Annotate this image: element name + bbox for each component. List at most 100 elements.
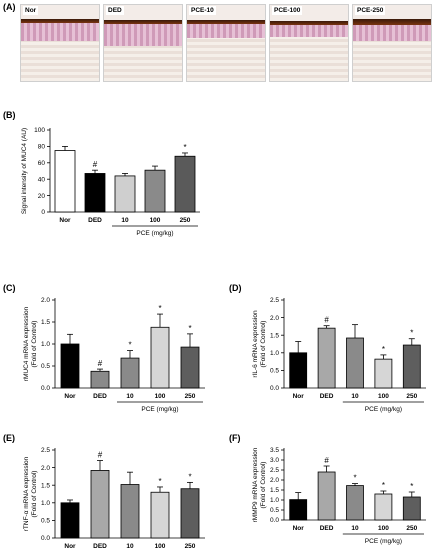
histology-label-nor: Nor (23, 6, 39, 15)
panel-b-label: (B) (3, 110, 16, 120)
histology-image-pce-250: PCE-250 (352, 4, 432, 82)
chart-c-y-tick-label: 1.5 (41, 319, 50, 326)
chart-e-significance-marker: * (188, 472, 191, 481)
chart-d-x-tick-label: 10 (351, 393, 359, 400)
chart-c-x-tick-label: DED (93, 393, 107, 400)
chart-e-y-tick-label: 1.0 (41, 500, 50, 507)
chart-f-x-tick-label: 100 (378, 525, 389, 532)
chart-d-y-tick-label: 1.0 (270, 350, 279, 357)
chart-f-bar-10 (346, 485, 364, 521)
chart-b-x-tick-label: Nor (59, 217, 71, 224)
chart-e-y-tick-label: 2.0 (41, 465, 50, 472)
chart-f-significance-marker: * (410, 482, 413, 491)
chart-c-y-label: rMUC4 mRNA expression (23, 306, 30, 381)
chart-f-y-tick-label: 1.0 (270, 497, 279, 504)
histology-image-ded: DED (103, 4, 183, 82)
chart-d-y-tick-label: 0.0 (270, 385, 279, 392)
chart-f-y-tick-label: 3.0 (270, 457, 279, 464)
chart-c-group-label: PCE (mg/kg) (141, 406, 178, 413)
chart-b-x-tick-label: DED (88, 217, 102, 224)
chart-c-significance-marker: * (128, 341, 131, 350)
chart-d-y-label: rIL-6 mRNA expression (252, 310, 259, 378)
chart-f-y-tick-label: 0.0 (270, 517, 279, 524)
chart-f-y-tick-label: 2.0 (270, 477, 279, 484)
chart-f-y-tick-label: 1.5 (270, 487, 279, 494)
chart-d-x-tick-label: 250 (406, 393, 417, 400)
chart-c-significance-marker: # (98, 359, 103, 368)
chart-b-y-tick-label: 20 (38, 193, 46, 200)
chart-e-x-tick-label: Nor (64, 543, 76, 550)
chart-c-y-label-2: (Fold of Control) (31, 321, 38, 368)
chart-c-y-tick-label: 0.0 (41, 385, 50, 392)
chart-e-y-tick-label: 2.5 (41, 447, 50, 454)
chart-d-significance-marker: * (410, 329, 413, 338)
chart-d-y-tick-label: 0.5 (270, 368, 279, 375)
histology-image-nor: Nor (20, 4, 100, 82)
chart-d-y-label-2: (Fold of Control) (260, 321, 267, 368)
chart-f-significance-marker: * (382, 481, 385, 490)
chart-f-y-tick-label: 3.5 (270, 447, 279, 454)
chart-b-significance-marker: # (93, 160, 98, 169)
chart-b-y-tick-label: 80 (38, 144, 46, 151)
chart-d-y-tick-label: 2.0 (270, 315, 279, 322)
chart-e-x-tick-label: DED (93, 543, 107, 550)
chart-c-y-tick-label: 0.5 (41, 363, 50, 370)
chart-c-x-tick-label: Nor (64, 393, 76, 400)
chart-f-bar-DED (317, 471, 336, 521)
chart-f-y-tick-label: 2.5 (270, 467, 279, 474)
chart-d-x-tick-label: Nor (293, 393, 305, 400)
chart-d-x-tick-label: DED (320, 393, 334, 400)
chart-f-y-tick-label: 0.5 (270, 507, 279, 514)
chart-d-y-tick-label: 1.5 (270, 332, 279, 339)
chart-b-significance-marker: * (183, 143, 186, 152)
chart-f-y-label-2: (Fold of Control) (260, 462, 267, 509)
chart-e-x-tick-label: 100 (155, 543, 166, 550)
chart-e-significance-marker: # (98, 451, 103, 460)
chart-f-bar-100 (374, 493, 393, 521)
chart-c-x-tick-label: 100 (155, 393, 166, 400)
chart-e-x-tick-label: 10 (126, 543, 134, 550)
chart-d-x-tick-label: 100 (378, 393, 389, 400)
chart-b-y-tick-label: 0 (41, 209, 45, 216)
chart-d-significance-marker: * (382, 345, 385, 354)
chart-f-group-label: PCE (mg/kg) (365, 538, 402, 545)
chart-b-y-label: Signal intensity of MUC4 (AU) (21, 128, 28, 214)
chart-b-y-tick-label: 60 (38, 160, 46, 167)
chart-f-bar-250 (402, 496, 421, 521)
chart-e-x-tick-label: 250 (185, 543, 196, 550)
chart-d-y-tick-label: 2.5 (270, 297, 279, 304)
chart-d-group-label: PCE (mg/kg) (365, 406, 402, 413)
panel-d-label: (D) (229, 283, 242, 293)
chart-c-significance-marker: * (188, 324, 191, 333)
chart-f-x-tick-label: DED (320, 525, 334, 532)
chart-e-y-label-2: (Fold of Control) (31, 471, 38, 518)
chart-c-x-tick-label: 10 (126, 393, 134, 400)
histology-image-pce-100: PCE-100 (269, 4, 349, 82)
histology-label-pce-10: PCE-10 (189, 6, 216, 15)
chart-e-significance-marker: * (158, 477, 161, 486)
panel-e-label: (E) (3, 433, 15, 443)
histology-label-pce-100: PCE-100 (272, 6, 303, 15)
chart-b-x-tick-label: 10 (121, 217, 129, 224)
histology-label-pce-250: PCE-250 (355, 6, 386, 15)
histology-label-ded: DED (106, 6, 124, 15)
panel-a-label: (A) (3, 2, 16, 12)
chart-c-y-tick-label: 2.0 (41, 297, 50, 304)
chart-f-x-tick-label: 250 (406, 525, 417, 532)
chart-b-y-tick-label: 100 (34, 127, 45, 134)
chart-b-y-tick-label: 40 (38, 176, 46, 183)
chart-f-significance-marker: * (353, 474, 356, 483)
chart-b-group-label: PCE (mg/kg) (136, 230, 173, 237)
chart-e-y-tick-label: 0.5 (41, 518, 50, 525)
chart-e-y-label: rTNF-α mRNA expression (23, 456, 30, 531)
panel-c-label: (C) (3, 283, 16, 293)
chart-b-x-tick-label: 250 (180, 217, 191, 224)
chart-e-y-tick-label: 0.0 (41, 535, 50, 542)
chart-c-y-tick-label: 1.0 (41, 341, 50, 348)
chart-c-significance-marker: * (158, 304, 161, 313)
panel-f-label: (F) (229, 433, 241, 443)
